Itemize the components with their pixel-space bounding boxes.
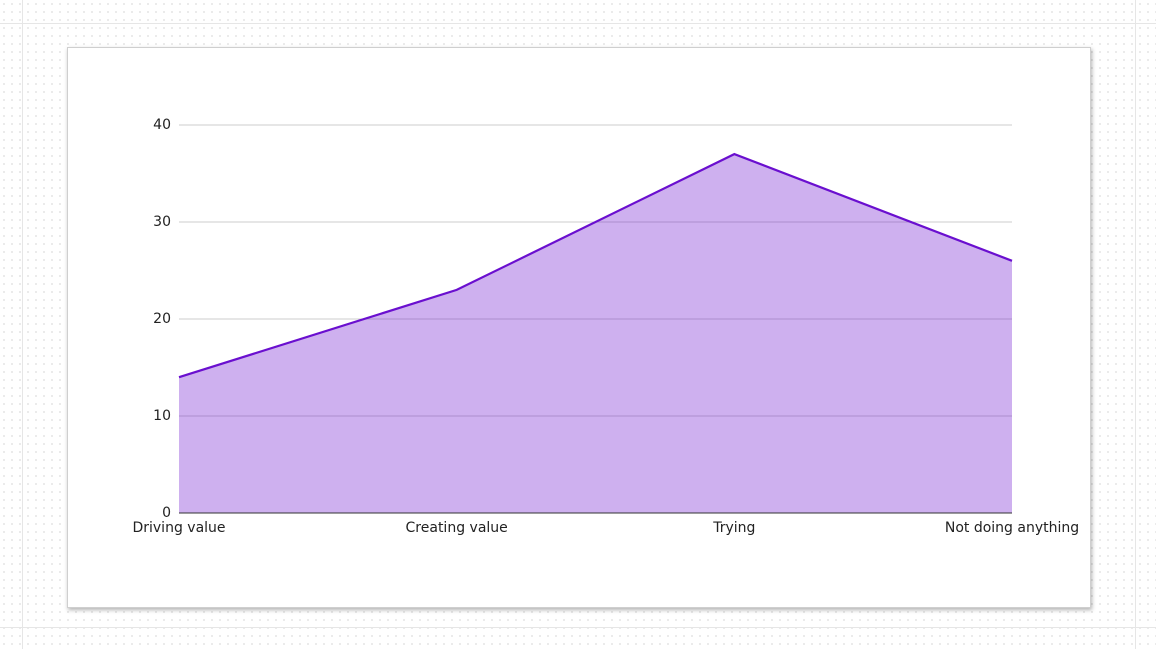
y-tick-label: 40 xyxy=(153,117,171,133)
y-tick-label: 20 xyxy=(153,311,171,327)
guide-line xyxy=(0,23,1156,24)
guide-line xyxy=(22,0,23,649)
x-tick-label: Trying xyxy=(712,520,755,536)
y-tick-label: 0 xyxy=(162,505,171,521)
y-tick-label: 10 xyxy=(153,408,171,424)
area-line xyxy=(178,152,1013,379)
guide-line xyxy=(1135,0,1136,649)
area-fill xyxy=(179,154,1012,513)
y-tick-label: 30 xyxy=(153,214,171,230)
guide-line xyxy=(0,627,1156,628)
x-tick-label: Not doing anything xyxy=(945,520,1079,536)
x-tick-label: Driving value xyxy=(132,520,225,536)
x-tick-label: Creating value xyxy=(406,520,508,536)
chart-card xyxy=(67,47,1091,608)
